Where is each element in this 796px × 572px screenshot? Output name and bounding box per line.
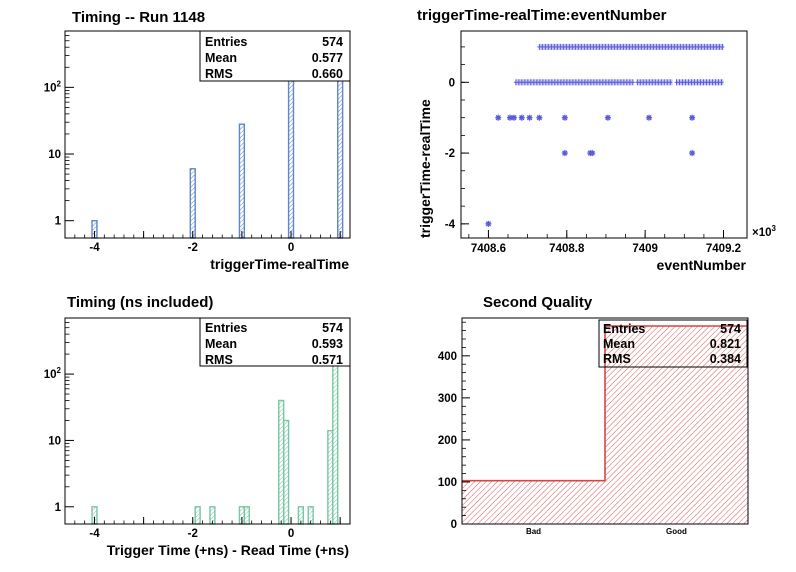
y-tick-label: 0 bbox=[449, 77, 455, 89]
x-tick-label: -4 bbox=[89, 242, 100, 254]
x-tick-label: -2 bbox=[188, 528, 198, 540]
histogram-bar bbox=[194, 506, 201, 525]
panel-second-quality: Second Quality Bad Good 0 100 200 300 400 Entr… bbox=[438, 294, 749, 536]
y-tick-label: 1 bbox=[55, 216, 62, 228]
stats-box: Entries 574 Mean 0.821 RMS 0.384 bbox=[598, 319, 748, 368]
axes: Bad Good 0 100 200 300 400 bbox=[438, 321, 687, 536]
y-tick-label: 200 bbox=[438, 435, 457, 447]
stats-rms-value: 0.571 bbox=[312, 353, 343, 367]
stats-mean-label: Mean bbox=[205, 337, 237, 351]
scatter-point bbox=[485, 220, 492, 227]
plot-frame bbox=[461, 317, 749, 525]
stats-entries-value: 574 bbox=[322, 35, 343, 49]
stats-rms-label: RMS bbox=[603, 352, 631, 366]
y-tick-label: 100 bbox=[438, 477, 457, 489]
x-tick-label: -2 bbox=[188, 242, 198, 254]
stats-box: Entries 574 Mean 0.593 RMS 0.571 bbox=[199, 317, 351, 367]
axes: -4 -2 0 1 10 102 bbox=[44, 322, 341, 540]
y-tick-label: 10 bbox=[48, 149, 61, 161]
x-axis-label: Trigger Time (+ns) - Read Time (+ns) bbox=[107, 542, 349, 558]
stats-rms-label: RMS bbox=[205, 353, 233, 367]
y-tick-label: -2 bbox=[445, 148, 455, 160]
scatter-point bbox=[646, 114, 653, 121]
y-tick-label: 102 bbox=[44, 366, 62, 381]
scatter-band-points bbox=[635, 79, 673, 86]
histogram-outline bbox=[462, 325, 748, 482]
stats-rms-label: RMS bbox=[205, 67, 233, 81]
x-tick-label: 7409 bbox=[632, 243, 658, 255]
scatter-band-points bbox=[513, 79, 635, 86]
stats-rms-value: 0.660 bbox=[312, 67, 343, 81]
histogram-bar bbox=[605, 325, 748, 524]
chart-title: Second Quality bbox=[483, 294, 593, 311]
stats-mean-value: 0.577 bbox=[312, 51, 343, 65]
scatter-point bbox=[604, 114, 611, 121]
x-tick-label: Good bbox=[666, 527, 687, 536]
x-tick-label: 0 bbox=[288, 528, 294, 540]
y-axis-label: triggerTime-realTime bbox=[417, 99, 433, 238]
histogram-bars bbox=[462, 325, 748, 524]
y-tick-label: 102 bbox=[44, 79, 62, 94]
scatter-point bbox=[495, 114, 502, 121]
x-tick-label: 0 bbox=[288, 242, 294, 254]
stats-entries-label: Entries bbox=[603, 322, 645, 336]
panel-timing-run: Timing -- Run 1148 -4 -2 0 1 10 102 triggerTi… bbox=[44, 9, 351, 272]
stats-box: Entries 574 Mean 0.577 RMS 0.660 bbox=[199, 30, 351, 82]
scatter-point bbox=[518, 114, 525, 121]
y-tick-label: 400 bbox=[438, 351, 457, 363]
scatter-points bbox=[485, 43, 725, 227]
scatter-point bbox=[526, 114, 533, 121]
x-tick-label: 7408.8 bbox=[549, 243, 585, 255]
x-exponent: ×103 bbox=[752, 224, 777, 239]
stats-entries-value: 574 bbox=[322, 321, 343, 335]
histogram-bar bbox=[327, 430, 334, 525]
scatter-point bbox=[589, 150, 596, 157]
scatter-band-points bbox=[674, 79, 724, 86]
scatter-point bbox=[689, 114, 696, 121]
histogram-bar bbox=[287, 69, 295, 239]
axes: -4 -2 0 1 10 102 bbox=[44, 35, 341, 254]
scatter-band-points bbox=[537, 43, 725, 50]
y-tick-label: 300 bbox=[438, 393, 457, 405]
x-tick-label: Bad bbox=[526, 527, 541, 536]
x-axis-label: eventNumber bbox=[657, 257, 747, 273]
x-tick-label: -4 bbox=[89, 528, 100, 540]
chart-title: Timing (ns included) bbox=[67, 294, 213, 311]
histogram-bar bbox=[238, 123, 246, 239]
panel-timing-ns: Timing (ns included) -4 -2 0 1 10 102 Trigger… bbox=[44, 294, 351, 558]
scatter-point bbox=[536, 114, 543, 121]
stats-mean-value: 0.593 bbox=[312, 337, 343, 351]
histogram-bar bbox=[282, 419, 290, 525]
stats-mean-label: Mean bbox=[603, 337, 635, 351]
stats-entries-value: 574 bbox=[720, 322, 741, 336]
y-tick-label: 0 bbox=[451, 519, 457, 531]
plot-frame bbox=[460, 30, 748, 239]
histogram-bar bbox=[278, 399, 285, 525]
panel-scatter: triggerTime-realTime:eventNumber 7408.6 7… bbox=[417, 7, 777, 273]
stats-rms-value: 0.384 bbox=[710, 352, 741, 366]
histogram-bar bbox=[189, 168, 196, 239]
chart-title: Timing -- Run 1148 bbox=[72, 9, 205, 26]
histogram-bar bbox=[243, 506, 250, 525]
scatter-point bbox=[689, 150, 696, 157]
scatter-point bbox=[561, 114, 568, 121]
x-axis-label: triggerTime-realTime bbox=[210, 256, 349, 272]
y-tick-label: 1 bbox=[55, 502, 62, 514]
x-tick-label: 7409.2 bbox=[706, 243, 741, 255]
stats-mean-value: 0.821 bbox=[710, 337, 741, 351]
stats-entries-label: Entries bbox=[205, 321, 247, 335]
y-tick-label: 10 bbox=[48, 435, 61, 447]
stats-entries-label: Entries bbox=[205, 35, 247, 49]
x-tick-label: 7408.6 bbox=[471, 243, 506, 255]
axes: 7408.6 7408.8 7409 7409.2 -4 -2 0 bbox=[445, 46, 741, 255]
y-tick-label: -4 bbox=[445, 219, 456, 231]
stats-mean-label: Mean bbox=[205, 51, 237, 65]
scatter-point bbox=[561, 150, 568, 157]
histogram-bar bbox=[462, 480, 605, 524]
scatter-point bbox=[510, 114, 517, 121]
chart-title: triggerTime-realTime:eventNumber bbox=[417, 7, 667, 24]
